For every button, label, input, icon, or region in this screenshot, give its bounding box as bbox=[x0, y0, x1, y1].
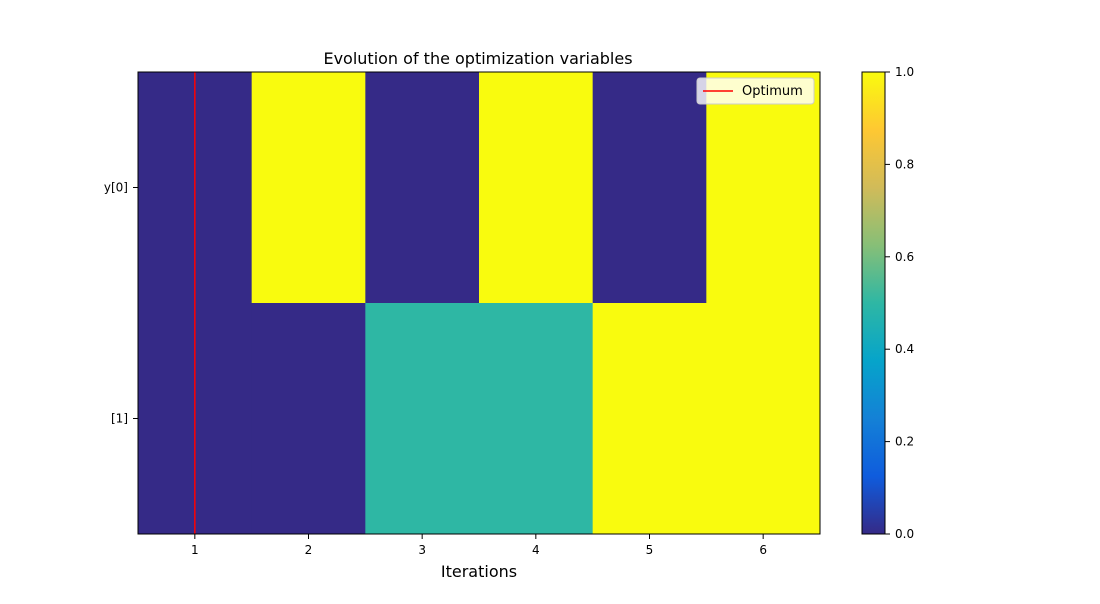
heatmap-cell bbox=[592, 303, 707, 535]
heatmap-cells bbox=[138, 72, 821, 535]
colorbar-tick-label: 0.8 bbox=[895, 157, 914, 171]
heatmap-cell bbox=[479, 72, 594, 304]
heatmap-cell bbox=[592, 72, 707, 304]
x-axis-label: Iterations bbox=[441, 562, 517, 581]
y-tick-label: y[0] bbox=[104, 181, 128, 195]
x-tick-label: 6 bbox=[759, 543, 767, 557]
heatmap-cell bbox=[479, 303, 594, 535]
colorbar-tick-label: 0.2 bbox=[895, 435, 914, 449]
colorbar-ticks: 0.0 0.2 0.4 0.6 0.8 1.0 bbox=[885, 65, 914, 541]
chart-title: Evolution of the optimization variables bbox=[323, 49, 632, 68]
x-tick-label: 4 bbox=[532, 543, 540, 557]
heatmap-cell bbox=[706, 72, 821, 304]
legend-box bbox=[696, 77, 815, 105]
x-tick-label: 3 bbox=[418, 543, 426, 557]
legend-optimum-label: Optimum bbox=[742, 84, 803, 99]
colorbar-tick-label: 0.6 bbox=[895, 250, 914, 264]
colorbar-tick-label: 0.4 bbox=[895, 342, 914, 356]
legend[interactable]: Optimum bbox=[696, 77, 815, 105]
x-axis-ticks: 1 2 3 4 5 6 bbox=[191, 534, 767, 557]
x-tick-label: 1 bbox=[191, 543, 199, 557]
y-tick-label: [1] bbox=[111, 412, 128, 426]
heatmap-cell bbox=[365, 303, 480, 535]
colorbar: 0.0 0.2 0.4 0.6 0.8 1.0 bbox=[861, 65, 914, 541]
x-tick-label: 2 bbox=[305, 543, 313, 557]
y-axis-ticks: y[0] [1] bbox=[104, 181, 138, 426]
colorbar-tick-label: 0.0 bbox=[895, 527, 914, 541]
plot-frame bbox=[137, 71, 821, 535]
colorbar-gradient bbox=[861, 71, 886, 535]
heatmap-cell bbox=[251, 303, 366, 535]
x-tick-label: 5 bbox=[646, 543, 654, 557]
colorbar-tick-label: 1.0 bbox=[895, 65, 914, 79]
heatmap-cell bbox=[251, 72, 366, 304]
heatmap-cell bbox=[365, 72, 480, 304]
heatmap-cell bbox=[706, 303, 821, 535]
